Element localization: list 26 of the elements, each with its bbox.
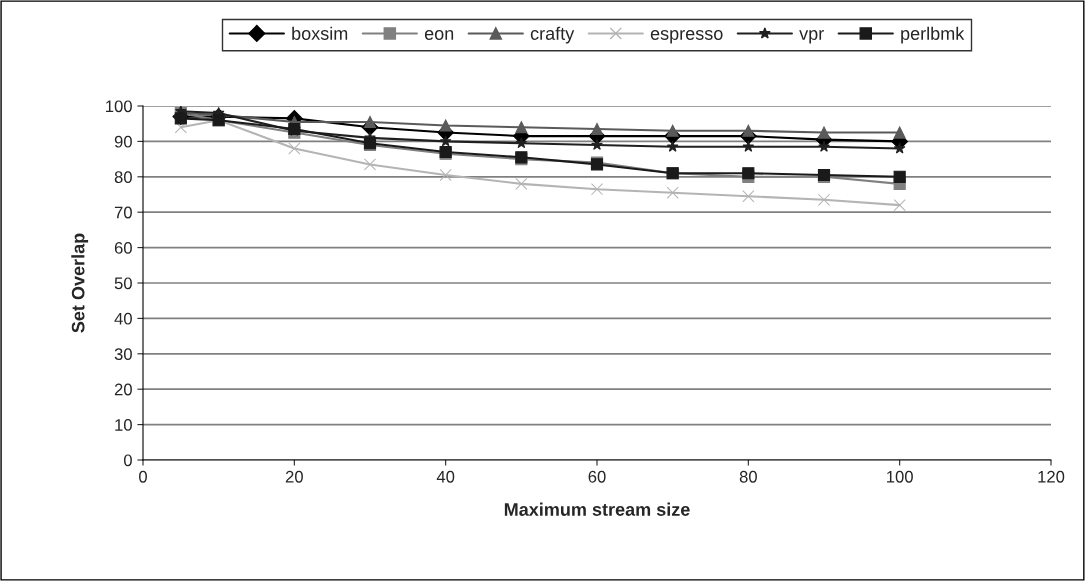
x-tick-label: 0 (139, 470, 147, 483)
legend-label: boxsim (292, 26, 348, 40)
legend-label: espresso (650, 30, 723, 44)
y-axis-title: Set Overlap (71, 233, 89, 333)
y-tick-label: 10 (115, 419, 132, 431)
y-tick-label: 50 (114, 277, 132, 290)
y-tick-label: 20 (114, 383, 132, 396)
y-tick-label: 70 (114, 206, 132, 219)
x-tick-label: 100 (887, 470, 913, 483)
y-tick-label: 100 (106, 100, 132, 113)
x-tick-label: 80 (739, 470, 757, 483)
legend-label: crafty (530, 26, 575, 44)
x-tick-label: 20 (285, 470, 303, 483)
y-tick-label: 0 (123, 454, 132, 467)
legend-label: perlbmk (901, 26, 965, 44)
x-tick-label: 40 (436, 470, 455, 483)
legend-label: eon (424, 30, 454, 40)
y-tick-label: 30 (114, 348, 132, 360)
y-tick-label: 90 (114, 135, 132, 148)
y-tick-label: 60 (114, 242, 132, 254)
y-tick-label: 80 (114, 171, 132, 183)
x-axis-title: Maximum stream size (504, 502, 690, 516)
x-tick-label: 60 (588, 470, 606, 483)
x-tick-label: 120 (1038, 470, 1065, 483)
y-tick-label: 40 (114, 312, 132, 325)
legend-label: vpr (799, 30, 824, 44)
